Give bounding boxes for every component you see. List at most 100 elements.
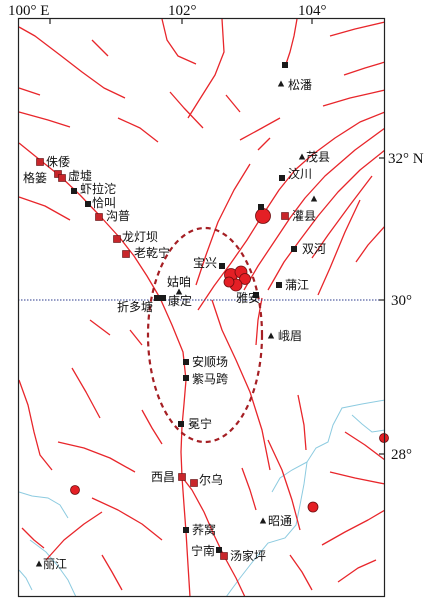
- station-square-marker: [219, 263, 225, 269]
- station-square-marker: [160, 295, 166, 301]
- station-square-marker: [154, 295, 160, 301]
- axis-label-lat-28: 28°: [391, 447, 412, 463]
- axis-label-lon-102: 102°: [168, 3, 197, 19]
- fault-line: [267, 149, 385, 291]
- fault-line: [161, 18, 197, 65]
- place-label-songpan: 松潘: [288, 78, 312, 92]
- station-square-marker: [282, 62, 288, 68]
- red-square-marker: [178, 473, 186, 481]
- station-triangle-marker: [277, 80, 285, 87]
- place-label-goupu: 沟普: [106, 209, 130, 223]
- red-square-marker: [281, 212, 289, 220]
- place-label-lijiang: 丽江: [43, 557, 67, 571]
- station-square-marker: [178, 421, 184, 427]
- fault-line: [355, 225, 385, 263]
- epicenter-layer: [70, 208, 389, 513]
- fault-line: [141, 409, 163, 445]
- fault-line: [322, 89, 385, 107]
- graticule-ticks: [49, 18, 385, 455]
- red-square-marker: [190, 479, 198, 487]
- station-square-marker: [279, 175, 285, 181]
- river: [351, 414, 385, 433]
- fault-line: [285, 18, 298, 65]
- place-label-anshunchang: 安顺场: [192, 354, 228, 369]
- station-square-marker: [71, 188, 77, 194]
- fault-line: [289, 554, 313, 591]
- place-label-emei: 峨眉: [278, 329, 302, 343]
- fault-line: [18, 142, 161, 299]
- earthquake-epicenter: [255, 208, 271, 224]
- station-square-marker: [183, 527, 189, 533]
- fault-line: [311, 175, 373, 259]
- earthquake-epicenter: [239, 273, 251, 285]
- earthquake-epicenter: [70, 485, 80, 495]
- fault-line: [197, 111, 385, 311]
- red-square-marker: [113, 235, 121, 243]
- place-label-gelou: 格篓: [23, 170, 47, 185]
- place-label-erwu: 尔乌: [199, 472, 223, 487]
- fault-line: [57, 441, 136, 473]
- place-label-kangding: 康定: [168, 293, 192, 308]
- fault-line: [343, 61, 385, 76]
- red-square-marker: [58, 174, 66, 182]
- station-square-marker: [216, 547, 222, 553]
- fault-line: [129, 329, 143, 346]
- fault-line: [241, 467, 257, 511]
- place-label-longdengba: 龙灯坝: [122, 230, 158, 244]
- fault-line: [297, 394, 307, 451]
- fault-line: [18, 379, 53, 471]
- place-label-guanxian: 灌县: [292, 209, 316, 223]
- fault-line: [187, 18, 225, 119]
- fault-line: [181, 476, 246, 597]
- red-square-marker: [122, 250, 130, 258]
- fault-line: [195, 163, 251, 286]
- fault-line: [337, 559, 377, 583]
- fault-line: [317, 199, 361, 296]
- station-square-marker: [183, 359, 189, 365]
- place-label-tangjiaping: 汤家坪: [230, 548, 266, 563]
- station-triangle-marker: [175, 288, 183, 295]
- axis-label-lon-104: 104°: [298, 3, 327, 19]
- river: [18, 569, 33, 591]
- fault-line: [101, 554, 123, 591]
- fault-line: [89, 319, 111, 336]
- river-layer: [18, 399, 385, 597]
- station-square-marker: [183, 375, 189, 381]
- station-square-marker: [276, 282, 282, 288]
- place-label-mianning: 冕宁: [188, 416, 212, 431]
- place-label-laoqianning: 老乾宁: [134, 245, 170, 260]
- axis-label-lat-30: 30°: [391, 293, 412, 309]
- fault-line: [91, 497, 163, 541]
- fault-line: [91, 39, 109, 57]
- place-label-qiaowo: 荞窝: [192, 522, 216, 537]
- fault-line: [239, 117, 281, 141]
- river: [225, 399, 385, 597]
- station-triangle-marker: [298, 153, 306, 160]
- place-label-qiajiao: 恰叫: [92, 195, 116, 210]
- red-square-marker: [95, 213, 103, 221]
- place-label-ningnan: 宁南: [191, 543, 215, 558]
- red-square-marker: [220, 552, 228, 560]
- fault-layer: [18, 18, 385, 597]
- station-triangle-marker: [310, 195, 318, 202]
- fault-line: [267, 439, 301, 531]
- fault-line: [18, 26, 126, 99]
- fault-line: [321, 509, 385, 546]
- place-label-zimakua: 紫马跨: [192, 372, 228, 386]
- place-label-zhuwo: 侏倭: [46, 155, 70, 169]
- earthquake-epicenter: [307, 501, 319, 513]
- fault-line: [329, 21, 385, 37]
- fault-line: [329, 471, 385, 485]
- river: [271, 461, 308, 493]
- fault-line: [21, 527, 45, 549]
- station-triangle-marker: [259, 517, 267, 524]
- fault-line: [18, 196, 71, 221]
- river: [29, 539, 77, 597]
- place-label-pujiang: 蒲江: [285, 278, 309, 292]
- place-label-baoxing: 宝兴: [193, 256, 217, 270]
- station-square-marker: [258, 204, 264, 210]
- earthquake-epicenter: [223, 276, 235, 288]
- place-label-zhaotong: 昭通: [268, 514, 292, 528]
- station-square-marker: [85, 201, 91, 207]
